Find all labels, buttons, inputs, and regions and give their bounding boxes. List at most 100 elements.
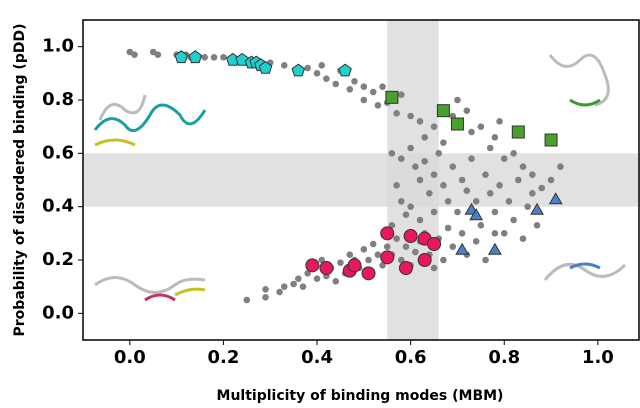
data-point <box>430 171 438 178</box>
data-point <box>496 182 503 189</box>
inset-protein <box>174 287 206 297</box>
data-point <box>154 51 162 58</box>
data-point <box>374 102 382 109</box>
data-point <box>524 203 531 210</box>
data-point <box>374 251 382 258</box>
y-tick-label: 0.2 <box>42 249 74 270</box>
highlight-band <box>83 153 640 207</box>
data-point <box>444 224 452 232</box>
data-point <box>468 128 475 136</box>
data-point <box>347 258 362 273</box>
data-point <box>201 54 208 61</box>
data-point <box>444 198 452 205</box>
inset-protein <box>98 94 147 121</box>
y-tick-label: 0.6 <box>42 142 74 163</box>
data-point <box>450 117 464 131</box>
data-point <box>416 118 424 125</box>
data-point <box>338 63 352 77</box>
data-point <box>304 270 311 277</box>
data-point <box>276 288 283 296</box>
data-point <box>477 222 485 229</box>
data-point <box>496 118 503 125</box>
data-point <box>379 262 386 269</box>
data-point <box>510 150 517 157</box>
data-point <box>393 110 400 117</box>
inset-protein <box>569 98 601 107</box>
data-point <box>318 256 326 264</box>
data-point <box>393 235 400 242</box>
data-point <box>547 176 555 184</box>
data-point <box>458 230 466 237</box>
x-tick-label: 0.8 <box>488 347 520 368</box>
data-point <box>188 50 203 64</box>
data-point <box>383 243 391 250</box>
data-point <box>360 246 368 253</box>
data-point <box>511 125 525 139</box>
data-point <box>417 253 432 267</box>
data-point <box>491 134 499 141</box>
data-point <box>416 216 424 224</box>
data-point <box>412 248 419 256</box>
data-point <box>361 266 376 281</box>
x-tick-label: 1.0 <box>582 347 614 368</box>
data-point <box>369 88 377 96</box>
data-point <box>505 198 513 205</box>
data-point <box>290 280 297 288</box>
data-point <box>486 144 494 152</box>
inset-protein <box>569 262 601 270</box>
data-point <box>332 278 340 285</box>
data-point <box>351 78 358 85</box>
data-point <box>380 250 395 265</box>
data-point <box>427 237 442 251</box>
data-point <box>295 275 302 282</box>
data-point <box>332 80 340 88</box>
data-point <box>533 222 541 229</box>
data-point <box>440 182 447 189</box>
data-point <box>243 296 251 304</box>
data-point <box>388 150 396 157</box>
data-point <box>280 62 288 69</box>
data-point <box>319 261 334 275</box>
plot-frame <box>82 19 640 341</box>
data-point <box>397 155 405 162</box>
data-point <box>463 187 471 194</box>
data-point <box>440 256 447 264</box>
data-point <box>529 190 536 197</box>
plot-area <box>83 20 640 340</box>
data-point <box>426 190 433 197</box>
data-point <box>482 256 489 264</box>
data-point <box>365 256 372 264</box>
data-point <box>454 208 461 216</box>
y-tick-label: 0.8 <box>42 89 74 110</box>
data-point <box>323 75 330 82</box>
inset-protein <box>548 53 610 107</box>
data-point <box>379 83 386 90</box>
data-point <box>449 243 457 250</box>
data-point <box>491 208 499 216</box>
data-point <box>291 63 306 77</box>
data-point <box>369 240 377 248</box>
data-point <box>398 261 413 275</box>
data-point <box>360 83 368 90</box>
data-point <box>385 90 399 104</box>
data-point <box>220 54 227 61</box>
data-point <box>548 192 563 205</box>
data-point <box>397 256 405 264</box>
data-point <box>487 242 502 255</box>
y-axis-label: Probability of disordered binding (pDD) <box>12 24 28 337</box>
data-point <box>519 163 527 170</box>
data-point <box>491 230 499 237</box>
data-point <box>393 182 400 189</box>
x-axis-label: Multiplicity of binding modes (MBM) <box>217 388 504 404</box>
data-point <box>131 51 138 58</box>
data-point <box>430 208 438 216</box>
x-tick-label: 0.2 <box>207 347 239 368</box>
data-point <box>529 171 536 178</box>
data-point <box>258 60 273 74</box>
x-tick-label: 0.4 <box>301 347 333 368</box>
data-point <box>397 198 405 205</box>
data-point <box>299 283 307 290</box>
data-point <box>210 54 218 61</box>
data-point <box>468 155 475 162</box>
